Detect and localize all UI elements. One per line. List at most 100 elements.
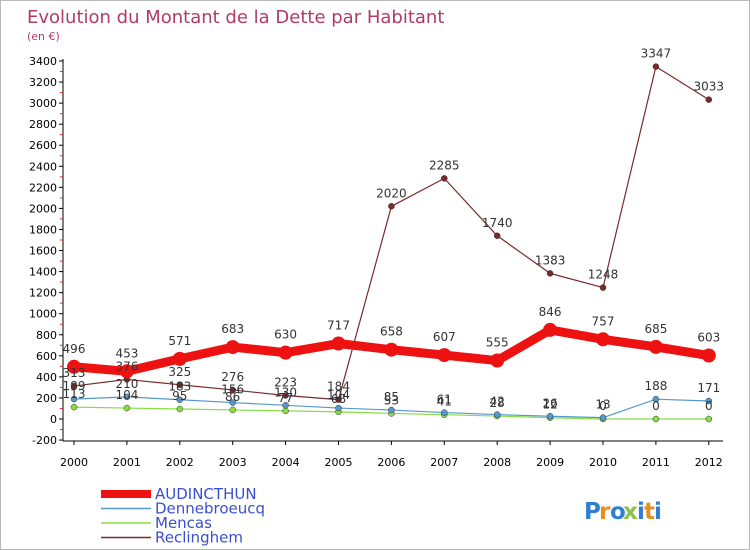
y-tick-label: 3400 <box>29 55 57 68</box>
data-label-dennebroeucq: 188 <box>644 379 667 393</box>
chart-unit: (en €) <box>27 30 60 43</box>
x-tick-label: 2008 <box>483 456 511 469</box>
data-label-mencas: 41 <box>437 395 452 409</box>
data-label-audincthun: 757 <box>592 314 615 328</box>
data-point-audincthun <box>596 332 610 347</box>
x-tick-label: 2002 <box>166 456 194 469</box>
data-point-reclinghem <box>493 232 501 240</box>
data-label-dennebroeucq: 183 <box>168 380 191 394</box>
data-point-audincthun <box>701 348 716 363</box>
legend-label-audincthun: AUDINCTHUN <box>155 485 257 503</box>
data-label-dennebroeucq: 171 <box>697 381 720 395</box>
x-tick-label: 2010 <box>589 456 617 469</box>
legend-label-reclinghem: Reclinghem <box>155 529 243 547</box>
data-label-mencas: 53 <box>384 393 399 407</box>
y-tick-label: 1600 <box>29 245 57 258</box>
data-point-dennebroeucq <box>335 404 342 412</box>
data-label-mencas: 104 <box>115 388 138 402</box>
data-point-dennebroeucq <box>705 397 713 405</box>
data-point-reclinghem <box>335 396 342 403</box>
data-point-audincthun <box>384 342 399 357</box>
data-label-reclinghem: 184 <box>327 380 350 394</box>
x-tick-label: 2003 <box>219 456 247 469</box>
y-tick-label: 1200 <box>29 287 57 300</box>
y-tick-label: 3000 <box>29 97 57 110</box>
data-point-audincthun <box>490 353 505 368</box>
data-label-dennebroeucq: 210 <box>115 377 138 391</box>
data-point-reclinghem <box>176 381 184 389</box>
data-label-reclinghem: 1740 <box>482 216 513 230</box>
logo-letter: x <box>623 499 638 525</box>
data-label-reclinghem: 3347 <box>641 47 672 61</box>
data-point-mencas <box>652 415 660 423</box>
data-point-dennebroeucq <box>229 399 236 406</box>
data-label-mencas: 86 <box>225 390 240 404</box>
data-label-reclinghem: 376 <box>115 359 138 373</box>
data-label-reclinghem: 276 <box>221 370 244 384</box>
y-tick-label: -200 <box>32 434 57 447</box>
y-tick-label: 0 <box>50 413 57 426</box>
data-label-mencas: 113 <box>63 387 86 401</box>
y-tick-label: 2200 <box>29 181 57 194</box>
data-point-dennebroeucq <box>123 393 131 401</box>
data-label-reclinghem: 2020 <box>376 186 407 200</box>
data-point-mencas <box>70 403 78 411</box>
data-point-mencas <box>176 405 184 413</box>
data-label-dennebroeucq: 61 <box>437 393 452 407</box>
data-point-audincthun <box>331 336 346 351</box>
y-tick-label: 2000 <box>29 202 57 215</box>
data-point-reclinghem <box>599 284 607 291</box>
data-point-dennebroeucq <box>493 411 501 418</box>
y-tick-label: 800 <box>36 329 57 342</box>
data-point-reclinghem <box>546 270 554 277</box>
data-point-audincthun <box>437 348 452 363</box>
y-tick-label: 2400 <box>29 160 57 173</box>
data-point-audincthun <box>172 351 187 366</box>
data-point-mencas <box>705 415 713 423</box>
data-point-mencas <box>282 407 289 415</box>
data-point-dennebroeucq <box>176 396 184 403</box>
data-label-audincthun: 555 <box>486 336 509 350</box>
y-tick-label: 200 <box>36 392 57 405</box>
data-point-dennebroeucq <box>282 402 289 409</box>
data-label-dennebroeucq: 42 <box>490 395 505 409</box>
x-tick-label: 2004 <box>272 456 300 469</box>
logo-letter: P <box>584 499 601 525</box>
value-labels: 313 376 325 276 223 184 2020 2285 1740 1383 1248 33… <box>63 47 725 413</box>
data-label-dennebroeucq: 13 <box>595 398 610 412</box>
logo-letter: r <box>599 499 611 525</box>
data-label-reclinghem: 3033 <box>694 80 725 94</box>
data-point-reclinghem <box>70 382 78 390</box>
x-tick-label: 2009 <box>536 456 564 469</box>
x-tick-label: 2007 <box>430 456 458 469</box>
chart-title: Evolution du Montant de la Dette par Hab… <box>27 7 444 28</box>
data-label-reclinghem: 325 <box>168 365 191 379</box>
data-point-reclinghem <box>388 203 395 210</box>
data-label-audincthun: 496 <box>63 342 86 356</box>
data-label-mencas: 12 <box>542 398 557 412</box>
x-tick-label: 2011 <box>642 456 670 469</box>
data-point-dennebroeucq <box>599 414 607 421</box>
data-label-reclinghem: 313 <box>63 366 86 380</box>
y-tick-label: 1800 <box>29 223 57 236</box>
data-point-audincthun <box>648 339 663 354</box>
data-point-audincthun <box>543 322 558 337</box>
data-label-audincthun: 453 <box>115 346 138 360</box>
data-point-dennebroeucq <box>546 413 554 420</box>
legend-label-mencas: Mencas <box>155 514 212 532</box>
data-label-dennebroeucq: 104 <box>327 388 350 402</box>
data-label-dennebroeucq: 189 <box>63 379 86 393</box>
data-label-mencas: 77 <box>278 391 293 405</box>
data-label-dennebroeucq: 85 <box>384 390 399 404</box>
data-label-reclinghem: 1248 <box>588 268 619 282</box>
data-label-mencas: 95 <box>172 389 187 403</box>
data-label-audincthun: 571 <box>168 334 191 348</box>
data-point-mencas <box>229 406 236 414</box>
x-tick-label: 2006 <box>377 456 405 469</box>
data-label-mencas: 0 <box>652 399 660 413</box>
data-label-audincthun: 846 <box>539 305 562 319</box>
y-tick-label: 1400 <box>29 266 57 279</box>
data-point-dennebroeucq <box>388 406 395 414</box>
